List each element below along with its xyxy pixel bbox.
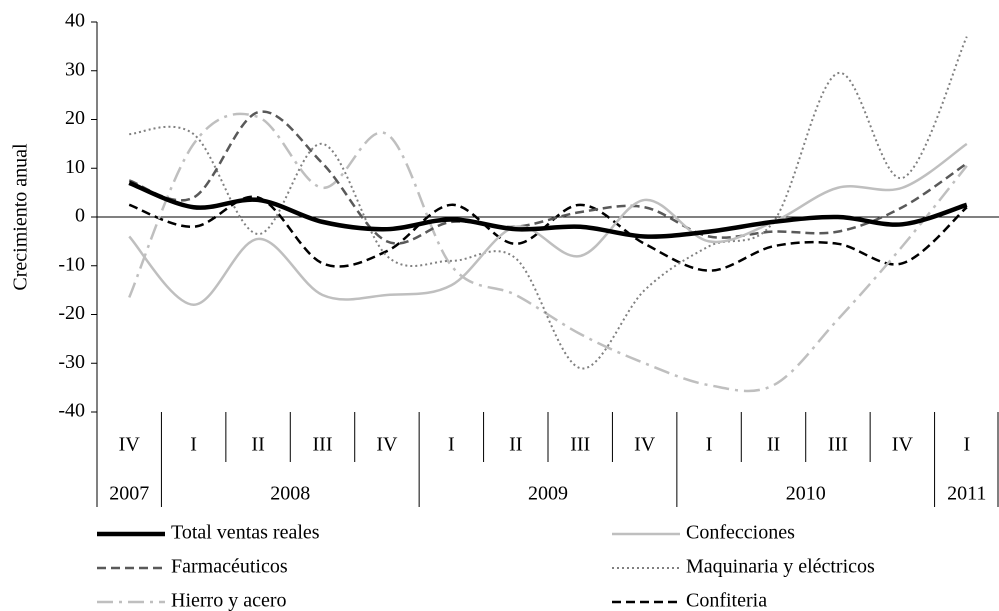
y-tick-label: -20 [58,302,85,324]
y-tick-label: -40 [58,400,85,422]
x-group-label: 2009 [528,483,568,505]
x-tick-label: I [963,434,970,456]
x-tick-label: IV [119,434,141,456]
x-tick-label: IV [376,434,398,456]
x-tick-label: II [251,434,264,456]
x-tick-label: I [190,434,197,456]
x-tick-label: I [706,434,713,456]
legend-label: Confecciones [686,522,795,544]
series-line [129,36,968,370]
x-tick-label: I [448,434,455,456]
x-tick-label: II [767,434,780,456]
y-tick-label: -30 [58,351,85,373]
x-group-label: 2007 [109,483,149,505]
legend-label: Hierro y acero [171,590,287,611]
series-line [128,195,968,272]
legend-label: Confiteria [686,590,767,611]
series-line [128,110,968,245]
y-tick-label: 40 [65,10,85,32]
y-tick-label: 0 [75,205,85,227]
x-group-label: 2011 [947,483,986,505]
x-tick-label: III [313,434,333,456]
x-tick-label: III [570,434,590,456]
x-group-label: 2010 [786,483,826,505]
y-tick-label: 20 [65,107,85,129]
y-axis-label: Crecimiento anual [10,143,32,291]
series-line [128,142,968,307]
legend-label: Farmacéuticos [171,556,288,578]
series-line [128,180,968,239]
y-tick-label: 10 [65,156,85,178]
x-tick-label: III [828,434,848,456]
x-tick-label: IV [892,434,914,456]
legend-label: Total ventas reales [171,522,320,544]
x-tick-label: II [509,434,522,456]
y-tick-label: -10 [58,253,85,275]
legend-label: Maquinaria y eléctricos [686,556,875,578]
series-line [128,112,968,393]
x-tick-label: IV [634,434,656,456]
x-group-label: 2008 [270,483,310,505]
y-tick-label: 30 [65,58,85,80]
